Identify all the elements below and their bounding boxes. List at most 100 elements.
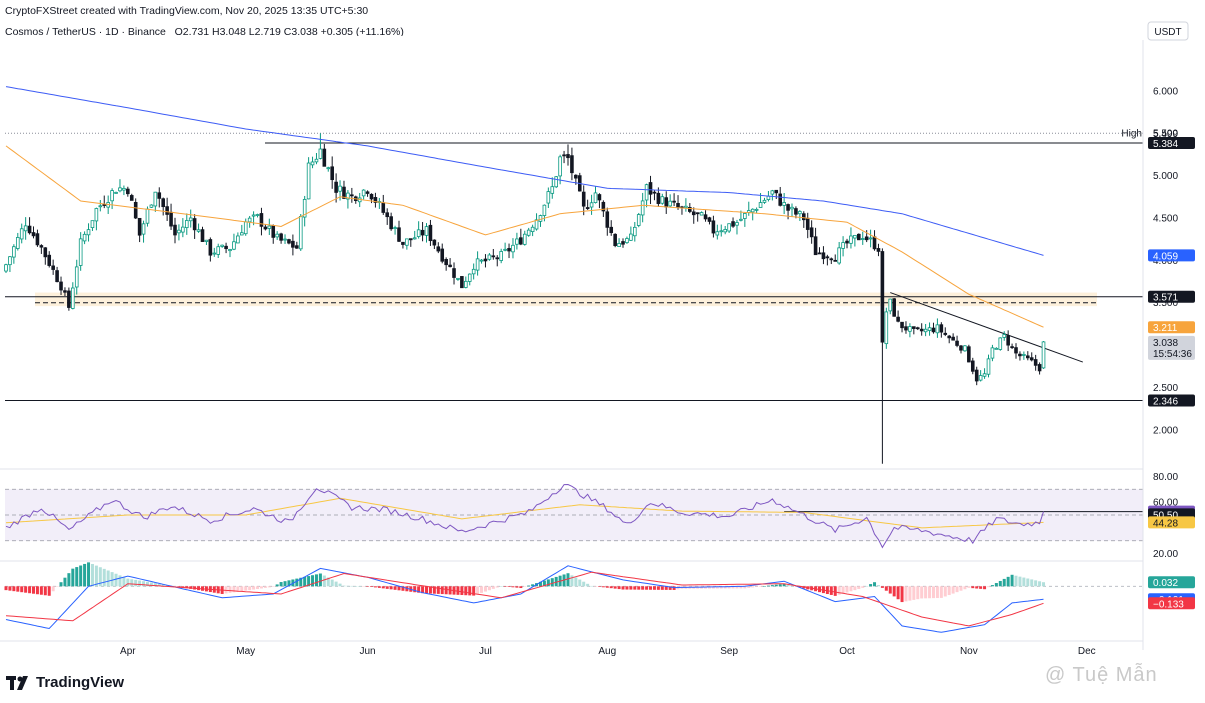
macd-histogram-bar <box>707 586 711 589</box>
candle-body <box>519 237 523 245</box>
candle-body <box>157 192 162 199</box>
price-value-label: 3.038 <box>1153 338 1178 349</box>
candle-body <box>860 238 865 240</box>
candle-body <box>786 204 790 211</box>
macd-histogram-bar <box>90 563 94 587</box>
macd-histogram-bar <box>126 578 130 587</box>
macd-histogram-bar <box>55 586 59 587</box>
macd-histogram-bar <box>413 586 417 593</box>
candle-body <box>255 214 260 216</box>
macd-histogram-bar <box>71 568 75 587</box>
candle-body <box>350 194 354 197</box>
price-pane[interactable]: High <box>0 36 1143 468</box>
level-value-label-bg <box>1148 290 1195 303</box>
candle-body <box>892 298 896 317</box>
candle-body <box>326 167 331 170</box>
time-axis[interactable]: Apr May Jun Jul Aug Sep Oct Nov Dec <box>0 640 1143 657</box>
symbol-name[interactable]: Cosmos / TetherUS · 1D · Binance <box>5 26 166 38</box>
macd-pane[interactable] <box>0 560 1143 633</box>
macd-histogram-bar <box>916 586 920 600</box>
macd-histogram-bar <box>884 586 888 591</box>
candle-body <box>444 259 448 266</box>
candle-body <box>880 251 885 343</box>
macd-histogram-bar <box>625 586 629 590</box>
candle-body <box>534 219 539 230</box>
candle-body <box>181 226 185 233</box>
macd-histogram-bar <box>499 586 503 587</box>
macd-histogram-bar <box>865 585 869 587</box>
price-pane-bg <box>0 36 1143 468</box>
candle-body <box>318 148 323 159</box>
support-zone <box>35 292 1097 307</box>
macd-histogram-bar <box>637 586 641 590</box>
candle-body <box>275 233 279 238</box>
macd-histogram-bar <box>538 581 542 587</box>
candle-body <box>314 158 319 163</box>
candle-body <box>982 373 987 377</box>
candle-body <box>805 217 810 230</box>
candle-body <box>1026 355 1030 359</box>
candle-body <box>267 225 272 229</box>
macd-histogram-bar <box>263 586 267 588</box>
macd-histogram-bar <box>998 580 1002 587</box>
candle-body <box>550 186 555 194</box>
macd-histogram-bar <box>955 586 959 593</box>
candle-body <box>145 208 150 224</box>
macd-histogram-bar <box>794 586 798 587</box>
rsi-pane[interactable] <box>0 468 1143 549</box>
price-tick-label: 2.500 <box>1153 383 1178 394</box>
candle-body <box>974 369 979 382</box>
candle-body <box>63 290 67 293</box>
candle-body <box>794 208 798 215</box>
tradingview-logo[interactable]: TradingView <box>6 674 124 691</box>
candle-body <box>813 236 818 256</box>
candle-body <box>939 324 944 333</box>
candle-body <box>994 347 999 350</box>
candle-body <box>652 191 657 194</box>
macd-histogram-bar <box>987 586 990 588</box>
macd-histogram-bar <box>102 568 106 587</box>
macd-histogram-bar <box>397 586 401 591</box>
macd-histogram-bar <box>731 586 735 589</box>
price-value-label-bg <box>1148 335 1195 360</box>
macd-histogram-bar <box>837 586 841 595</box>
candle-body <box>110 190 114 202</box>
candle-body <box>86 229 91 236</box>
macd-histogram-bar <box>876 585 880 587</box>
macd-histogram-bar <box>244 586 248 591</box>
candle-body <box>593 192 598 204</box>
candle-body <box>271 225 276 238</box>
macd-histogram-bar <box>672 586 676 590</box>
macd-histogram-bar <box>857 586 861 589</box>
macd-histogram-bar <box>935 586 939 599</box>
right-price-axis[interactable]: USDT6.0005.5005.0004.5004.0003.5003.0002… <box>1142 0 1205 660</box>
macd-histogram-bar <box>98 567 102 587</box>
candle-body <box>1037 364 1042 372</box>
macd-histogram-bar <box>912 586 916 600</box>
macd-histogram-bar <box>928 586 932 599</box>
macd-histogram-bar <box>566 573 570 587</box>
macd-histogram-bar <box>472 586 476 596</box>
macd-histogram-bar <box>1018 576 1022 587</box>
candle-body <box>727 223 731 232</box>
macd-histogram-bar <box>153 583 157 587</box>
macd-histogram-bar <box>947 586 951 596</box>
macd-histogram-bar <box>401 586 405 591</box>
macd-histogram-bar <box>63 577 67 587</box>
macd-value-label-bg <box>1148 576 1195 589</box>
candle-body <box>986 358 991 375</box>
macd-histogram-bar <box>460 586 464 596</box>
candle-body <box>471 268 476 275</box>
macd-histogram-bar <box>177 586 181 587</box>
macd-histogram-bar <box>660 586 664 590</box>
candle-body <box>735 222 739 226</box>
macd-histogram-bar <box>873 582 877 587</box>
macd-histogram-bar <box>83 563 87 587</box>
candle-body <box>672 200 676 203</box>
candle-body <box>369 193 374 200</box>
macd-histogram-bar <box>79 565 83 587</box>
candle-body <box>74 266 79 288</box>
macd-histogram-bar <box>487 586 491 591</box>
candle-body <box>597 194 602 201</box>
